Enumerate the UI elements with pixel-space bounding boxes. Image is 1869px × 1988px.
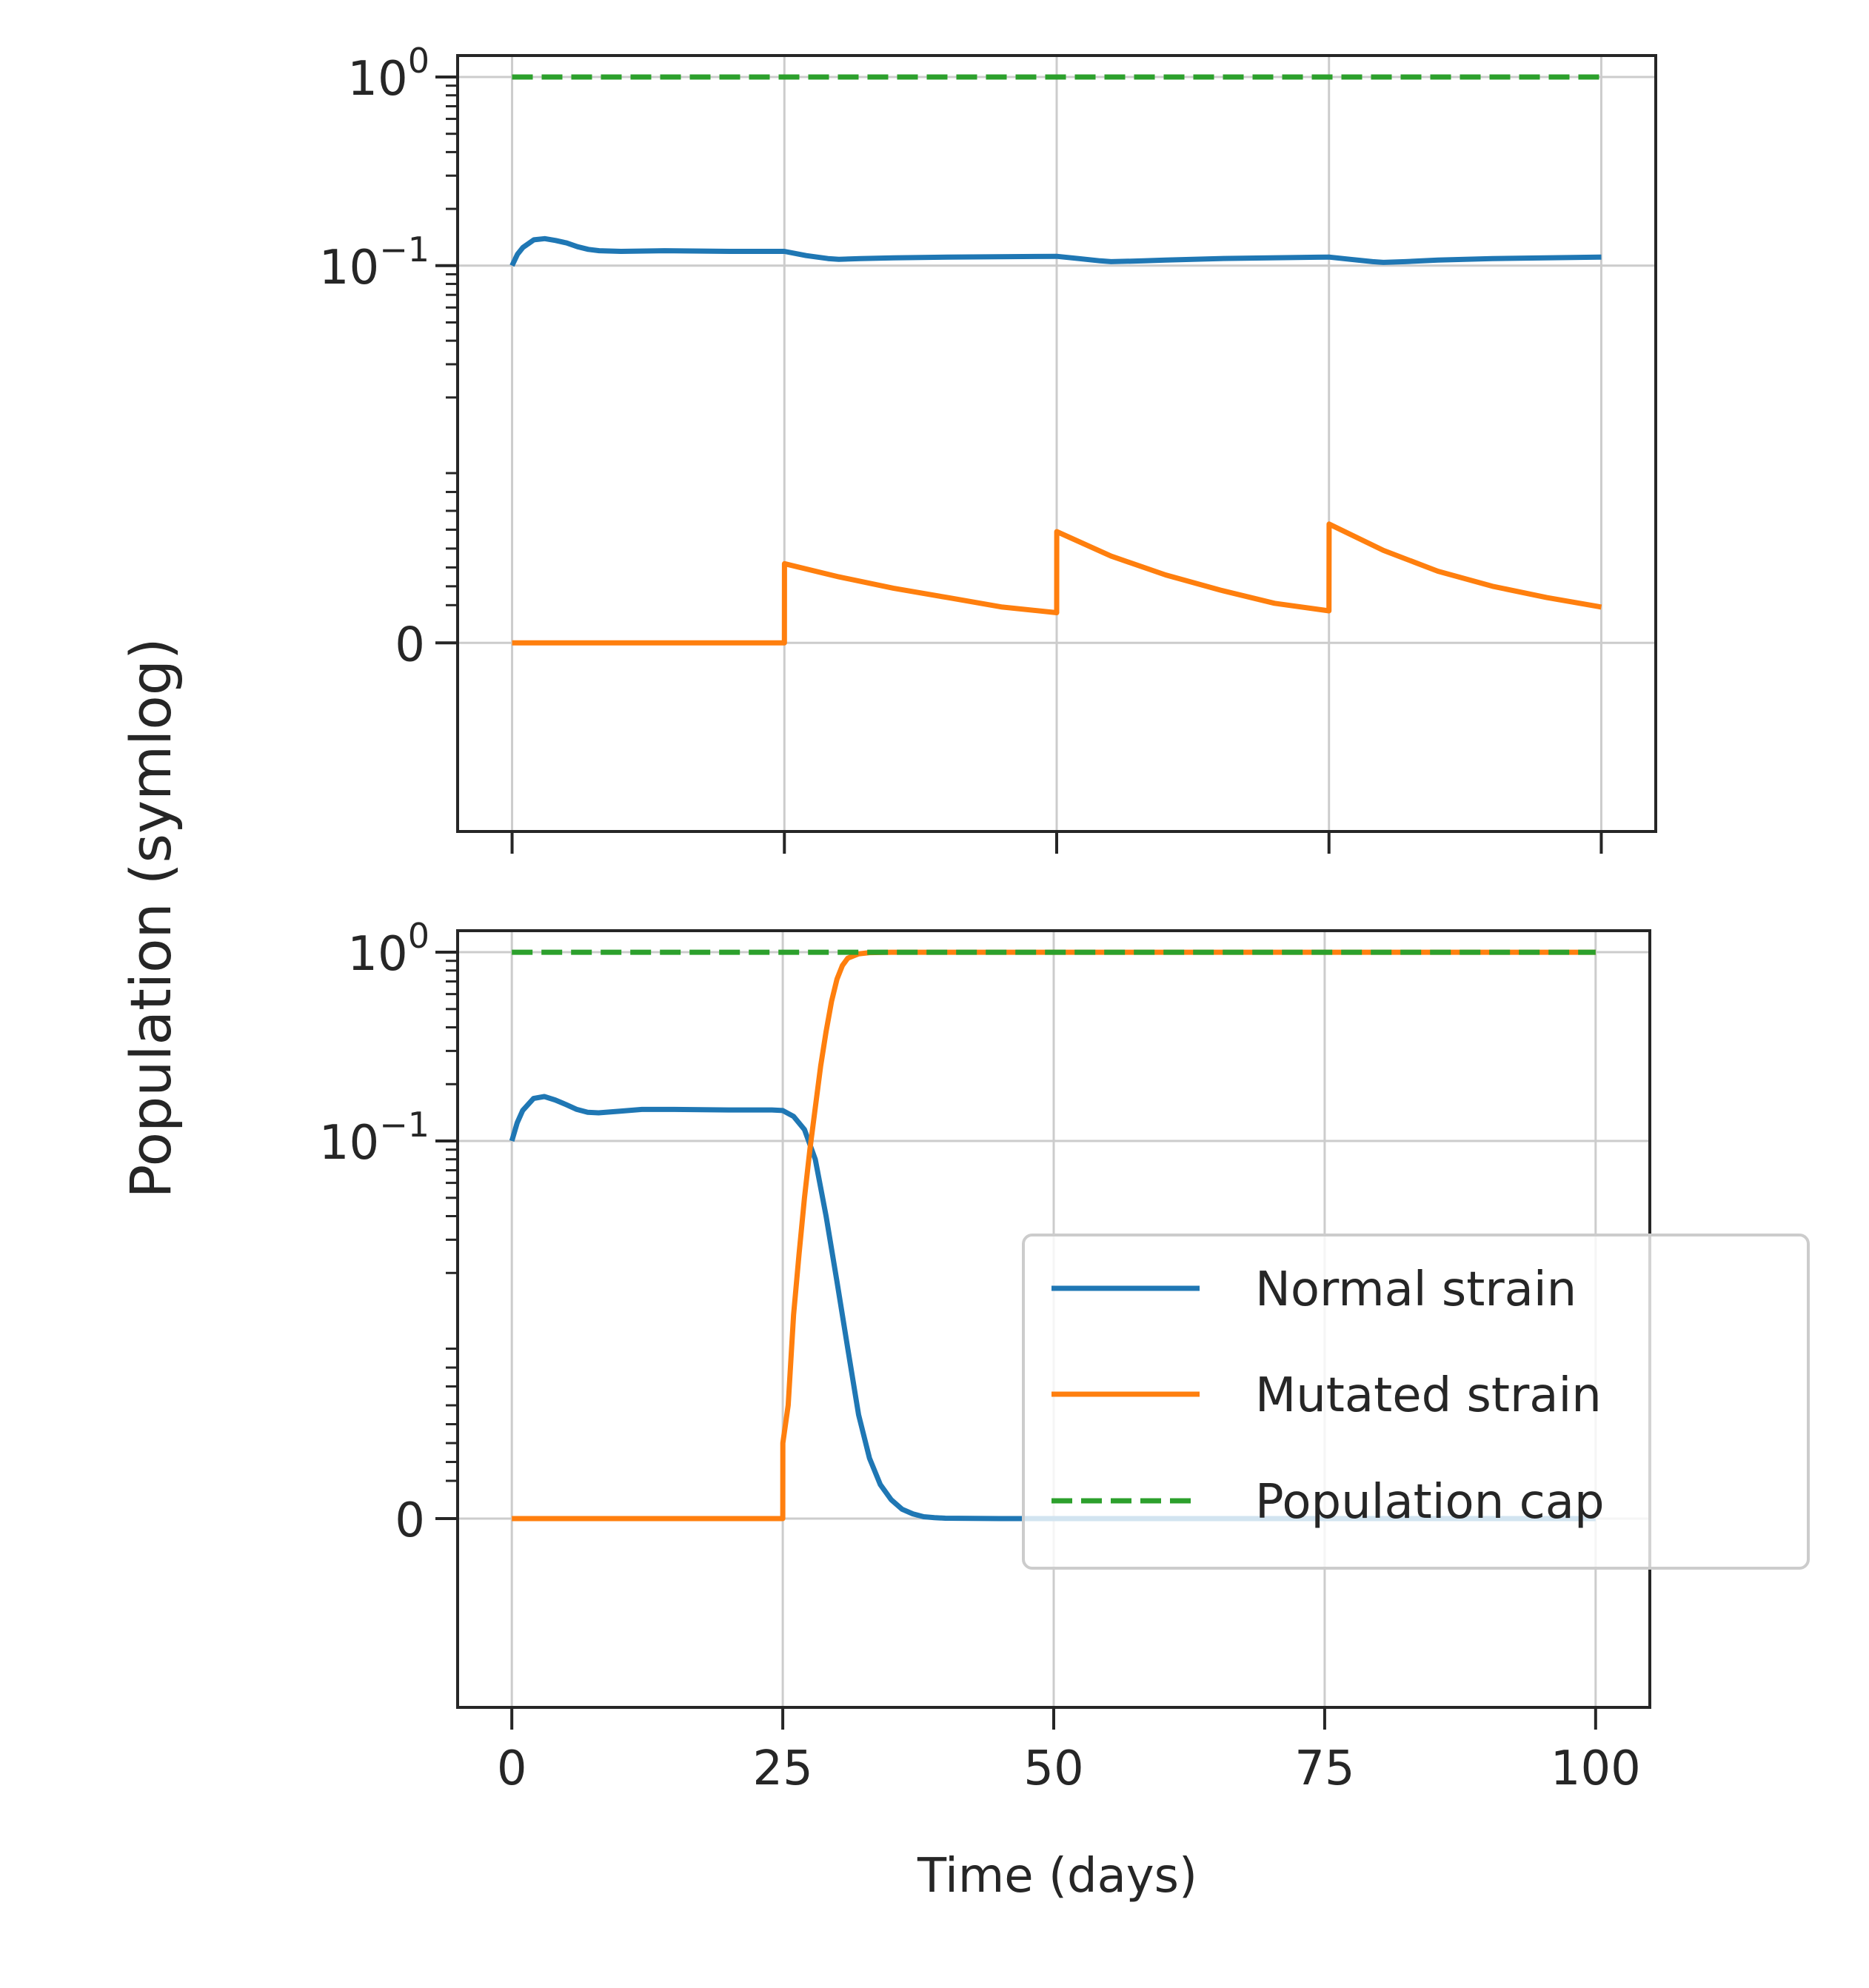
top-line-mutated (512, 521, 1602, 646)
top-panel: 0 10−1 100 (319, 41, 1657, 854)
bottom-ytick-label-1: 10−1 (319, 1105, 429, 1171)
top-ytick-label-0: 0 (395, 618, 425, 672)
bottom-xtick-label-100: 100 (1551, 1741, 1641, 1796)
bottom-xtick-label-75: 75 (1294, 1741, 1354, 1796)
legend-label-cap: Population cap (1255, 1475, 1605, 1530)
figure-ylabel: Population (symlog) (118, 637, 184, 1198)
top-ytick-label-2: 100 (347, 41, 429, 107)
legend-label-mutated: Mutated strain (1255, 1368, 1602, 1423)
bottom-ytick-label-2: 100 (347, 916, 429, 982)
top-line-normal (509, 235, 1602, 267)
bottom-line-mutated (512, 949, 1596, 1522)
top-ytick-label-1: 10−1 (319, 230, 429, 295)
bottom-ytick-label-0: 0 (395, 1493, 425, 1548)
legend-frame (1022, 1234, 1810, 1570)
legend-label-normal: Normal strain (1255, 1262, 1577, 1317)
bottom-line-normal (509, 1094, 1596, 1522)
bottom-xtick-label-25: 25 (752, 1741, 812, 1796)
figure-xlabel: Time (days) (917, 1849, 1197, 1904)
bottom-xtick-label-50: 50 (1023, 1741, 1083, 1796)
bottom-xtick-label-0: 0 (497, 1741, 527, 1796)
legend: Normal strain Mutated strain Population … (1022, 1234, 1810, 1570)
